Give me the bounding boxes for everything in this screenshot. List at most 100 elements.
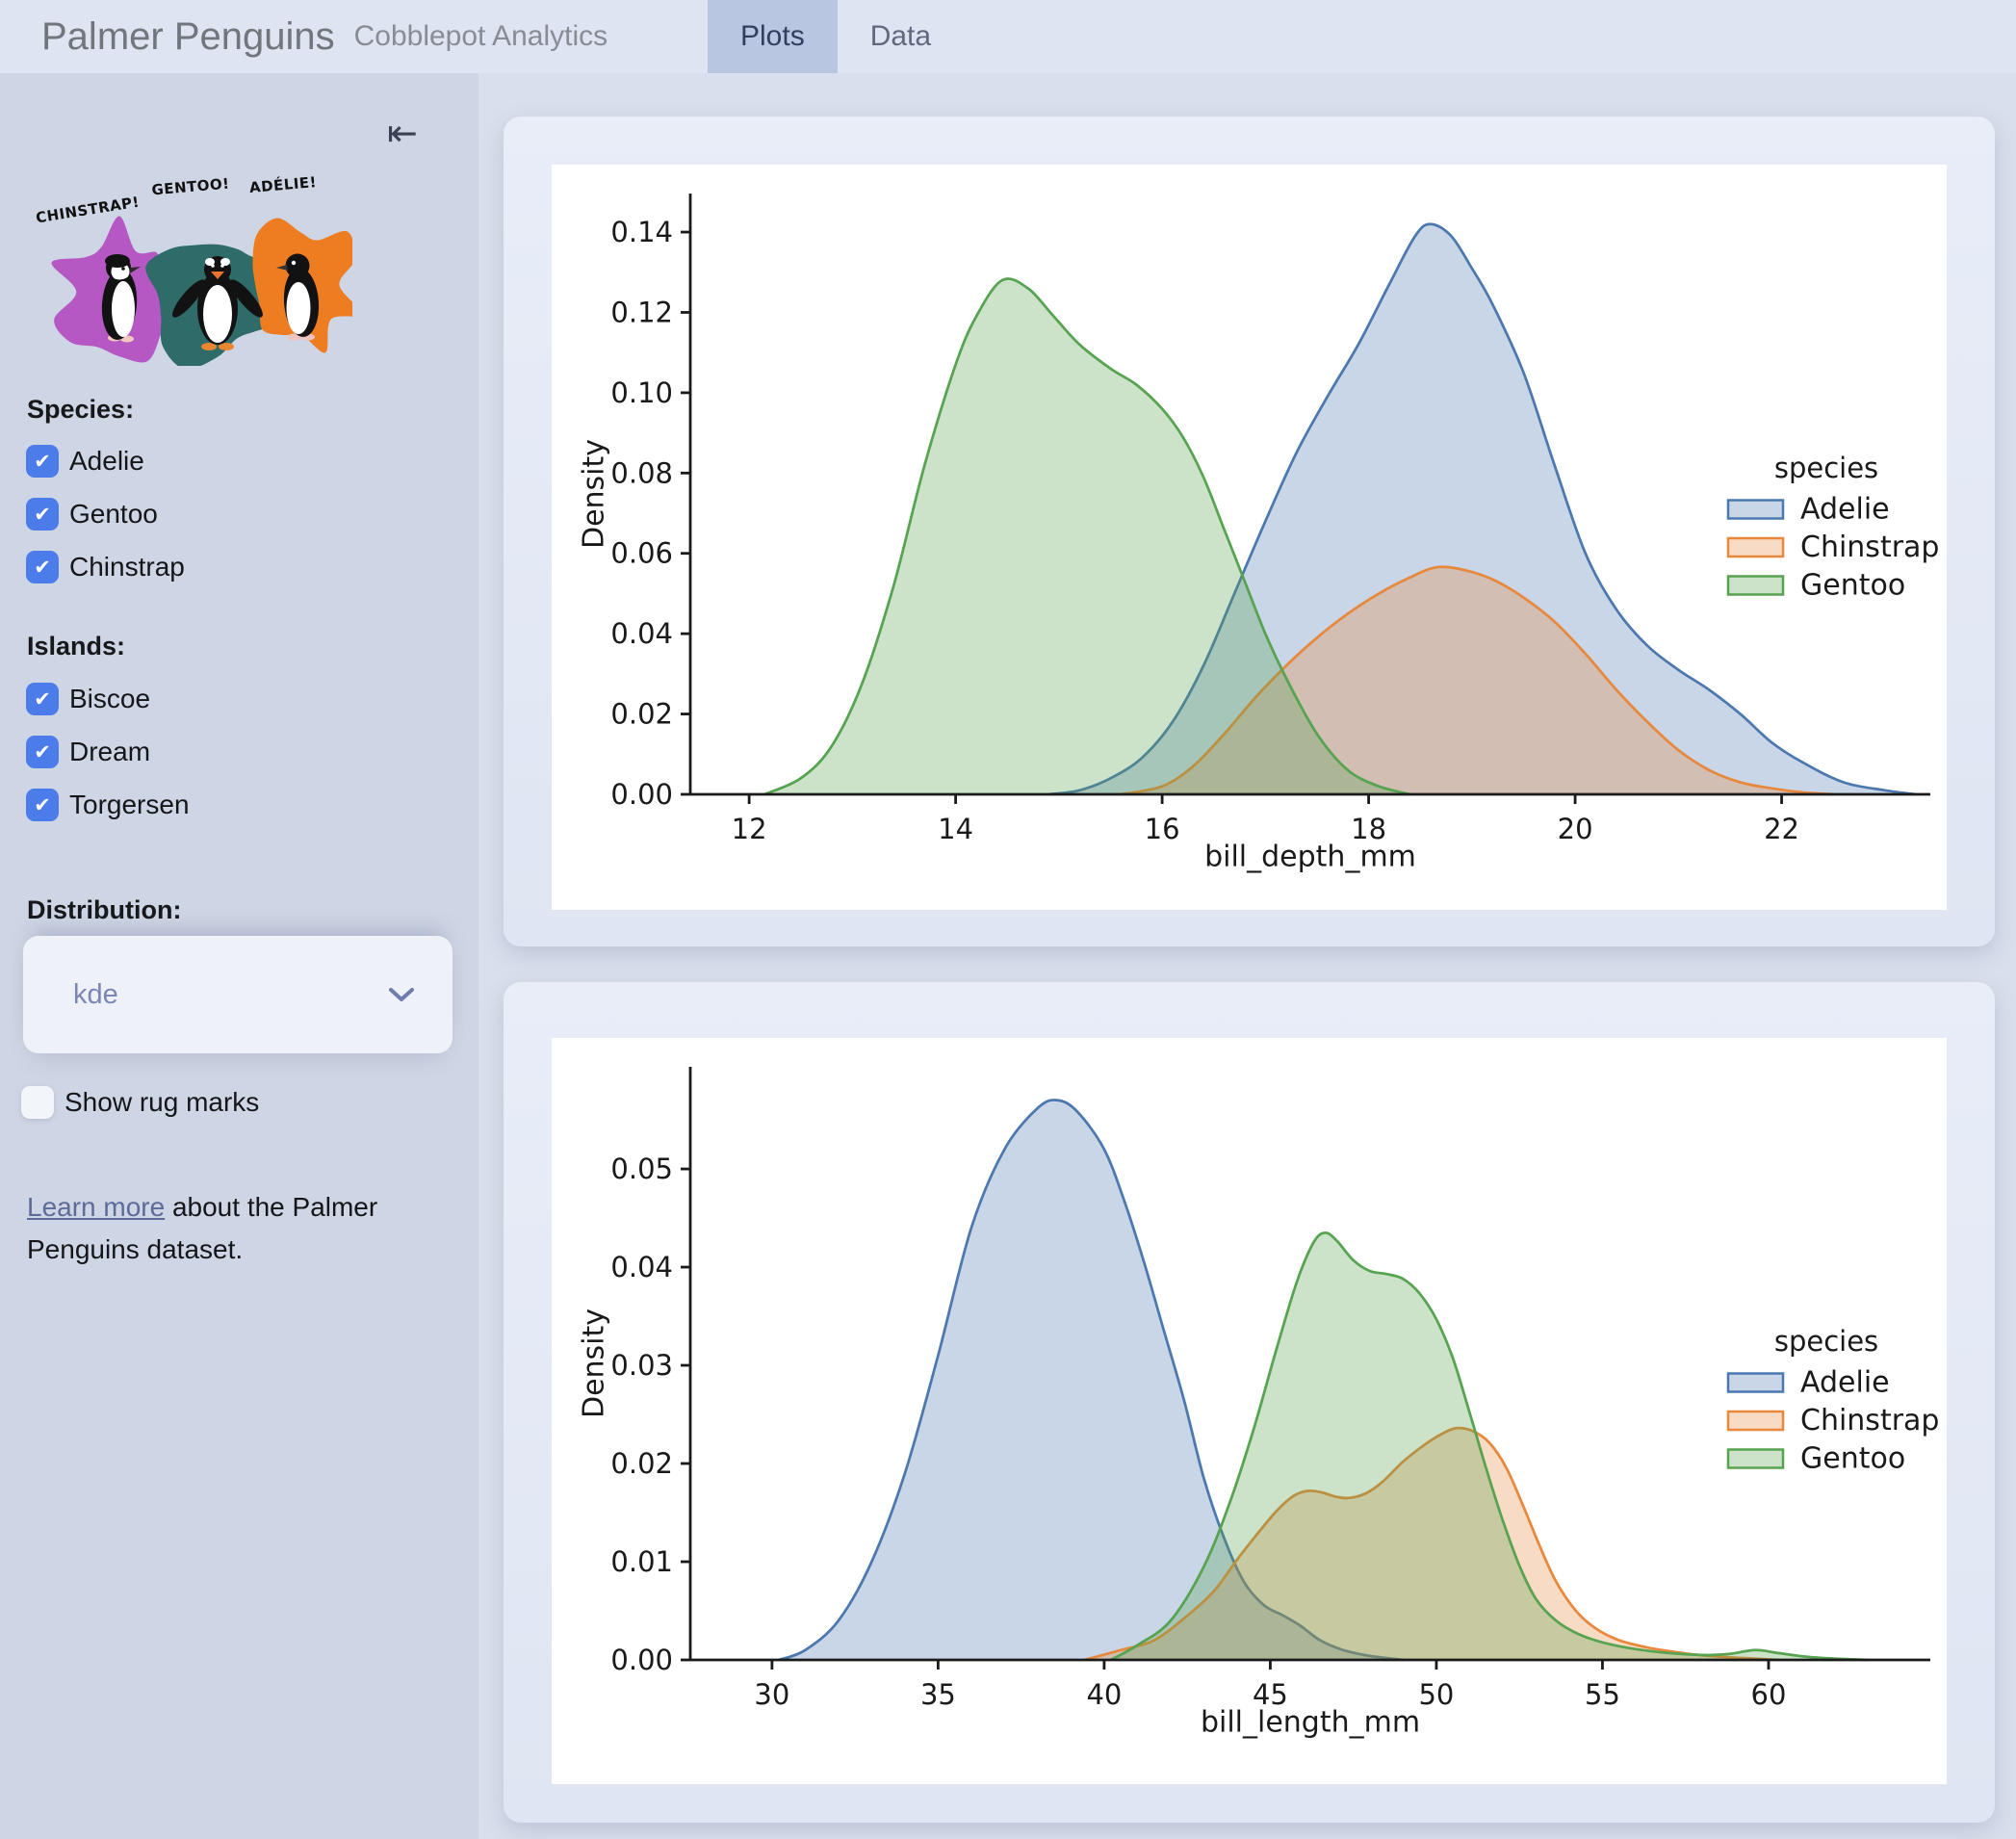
kde-area-adelie bbox=[778, 1100, 1404, 1660]
checkbox-label: Show rug marks bbox=[65, 1087, 260, 1117]
checkbox-island-biscoe[interactable]: ✔ Biscoe bbox=[26, 683, 190, 715]
kde-line-adelie bbox=[778, 1099, 1404, 1662]
legend-swatch-gentoo bbox=[1726, 1448, 1785, 1469]
species-filter: ✔ Adelie ✔ Gentoo ✔ Chinstrap bbox=[26, 445, 185, 604]
kde-area-gentoo bbox=[1110, 1232, 1869, 1660]
nav-tabs: Plots Data bbox=[708, 0, 964, 73]
x-tick-label: 60 bbox=[1751, 1678, 1787, 1711]
legend-label-gentoo: Gentoo bbox=[1800, 569, 1905, 603]
dataset-note-text: about the Palmer Penguins dataset. bbox=[27, 1192, 378, 1264]
checkbox-label: Adelie bbox=[69, 446, 144, 476]
y-axis-label: Density bbox=[578, 1308, 611, 1418]
y-tick-label: 0.04 bbox=[610, 617, 673, 650]
tab-data[interactable]: Data bbox=[869, 20, 932, 52]
kde-area-gentoo bbox=[764, 278, 1410, 794]
penguins-artwork-image: CHINSTRAP! GENTOO! ADÉLIE! bbox=[35, 162, 362, 370]
legend-label-adelie: Adelie bbox=[1800, 493, 1890, 527]
checkbox-species-gentoo[interactable]: ✔ Gentoo bbox=[26, 498, 185, 531]
y-tick-label: 0.02 bbox=[610, 698, 673, 731]
kde-area-chinstrap bbox=[1121, 566, 1834, 794]
artwork-species-label: GENTOO! bbox=[151, 174, 230, 198]
checkbox-unchecked-icon[interactable]: ✔ bbox=[21, 1086, 54, 1119]
figure-svg: 30 35 40 45 50 55 60 0.00 0.01 0.02 0.03 0.04 0.05 bi… bbox=[578, 1067, 1939, 1740]
checkbox-checked-icon[interactable]: ✔ bbox=[26, 683, 59, 715]
learn-more-link[interactable]: Learn more bbox=[27, 1192, 166, 1222]
checkbox-species-adelie[interactable]: ✔ Adelie bbox=[26, 445, 185, 478]
x-axis-label: bill_depth_mm bbox=[1204, 841, 1416, 874]
title-group: Palmer Penguins Cobblepot Analytics bbox=[41, 0, 607, 73]
legend-swatch-adelie bbox=[1726, 499, 1785, 520]
kde-line-adelie bbox=[1047, 222, 1917, 796]
x-tick-label: 14 bbox=[938, 813, 973, 845]
checkbox-checked-icon[interactable]: ✔ bbox=[26, 445, 59, 478]
plot-card-bill-length: 30 35 40 45 50 55 60 0.00 0.01 0.02 0.03 0.04 0.05 bi… bbox=[504, 982, 1995, 1823]
checkbox-label: Dream bbox=[69, 737, 151, 766]
checkbox-island-torgersen[interactable]: ✔ Torgersen bbox=[26, 789, 190, 821]
y-tick-label: 0.06 bbox=[610, 537, 673, 570]
sidebar-collapse-icon[interactable]: ⇤ bbox=[387, 114, 418, 154]
kde-plot-bill-depth: 12 14 16 18 20 22 0.00 0.02 0.04 0.06 0.08 0.10 0.12… bbox=[552, 165, 1947, 910]
x-tick-label: 55 bbox=[1585, 1678, 1620, 1711]
y-axis-label: Density bbox=[578, 439, 611, 549]
y-tick-label: 0.05 bbox=[610, 1153, 673, 1185]
kde-line-gentoo bbox=[763, 277, 1410, 796]
y-tick-label: 0.08 bbox=[610, 456, 673, 489]
artwork-species-label: ADÉLIE! bbox=[248, 172, 317, 196]
checkbox-island-dream[interactable]: ✔ Dream bbox=[26, 736, 190, 768]
checkbox-label: Biscoe bbox=[69, 684, 151, 713]
checkbox-label: Gentoo bbox=[69, 499, 158, 529]
plot-card-bill-depth: 12 14 16 18 20 22 0.00 0.02 0.04 0.06 0.08 0.10 0.12… bbox=[504, 117, 1995, 946]
distribution-select-value: kde bbox=[73, 978, 118, 1010]
x-tick-label: 30 bbox=[754, 1678, 789, 1711]
distribution-select[interactable]: kde bbox=[23, 936, 452, 1053]
checkbox-show-rug-marks[interactable]: ✔ Show rug marks bbox=[21, 1086, 259, 1119]
kde-line-gentoo bbox=[1110, 1231, 1869, 1662]
x-tick-label: 20 bbox=[1558, 813, 1593, 845]
x-tick-label: 18 bbox=[1351, 813, 1386, 845]
legend-label-chinstrap: Chinstrap bbox=[1800, 1404, 1939, 1438]
y-tick-label: 0.01 bbox=[610, 1545, 673, 1578]
artwork-species-label: CHINSTRAP! bbox=[35, 194, 141, 227]
x-tick-label: 50 bbox=[1418, 1678, 1454, 1711]
y-tick-label: 0.14 bbox=[610, 216, 673, 248]
distribution-label: Distribution: bbox=[27, 895, 182, 924]
legend-swatch-chinstrap bbox=[1726, 536, 1785, 558]
x-tick-label: 35 bbox=[920, 1678, 956, 1711]
checkbox-label: Torgersen bbox=[69, 790, 190, 819]
y-tick-label: 0.10 bbox=[610, 376, 673, 409]
tab-plots[interactable]: Plots bbox=[708, 0, 838, 73]
checkbox-checked-icon[interactable]: ✔ bbox=[26, 736, 59, 768]
y-tick-label: 0.00 bbox=[610, 778, 673, 811]
x-axis-label: bill_length_mm bbox=[1201, 1706, 1420, 1740]
legend-title: species bbox=[1774, 1325, 1878, 1358]
sidebar: ⇤ CHINSTRAP! GENTOO! ADÉLIE! Species: ✔ Ade… bbox=[0, 73, 478, 1839]
penguins-artwork-svg: CHINSTRAP! GENTOO! ADÉLIE! bbox=[35, 172, 362, 370]
legend-label-gentoo: Gentoo bbox=[1800, 1442, 1905, 1476]
legend-swatch-chinstrap bbox=[1726, 1410, 1785, 1432]
gentoo-penguin bbox=[172, 256, 263, 350]
x-tick-label: 16 bbox=[1145, 813, 1180, 845]
checkbox-checked-icon[interactable]: ✔ bbox=[26, 498, 59, 531]
kde-area-chinstrap bbox=[1084, 1428, 1779, 1660]
x-tick-label: 22 bbox=[1764, 813, 1799, 845]
checkbox-checked-icon[interactable]: ✔ bbox=[26, 551, 59, 583]
dataset-note: Learn more about the Palmer Penguins dat… bbox=[27, 1186, 451, 1271]
y-tick-label: 0.03 bbox=[610, 1349, 673, 1382]
legend-swatch-adelie bbox=[1726, 1372, 1785, 1393]
kde-line-chinstrap bbox=[1083, 1426, 1779, 1662]
kde-area-adelie bbox=[1048, 223, 1916, 794]
legend-label-adelie: Adelie bbox=[1800, 1366, 1890, 1400]
app-header: Palmer Penguins Cobblepot Analytics Plot… bbox=[0, 0, 2016, 73]
species-filter-label: Species: bbox=[27, 395, 135, 424]
chinstrap-penguin bbox=[101, 254, 141, 343]
x-tick-label: 40 bbox=[1086, 1678, 1122, 1711]
checkbox-species-chinstrap[interactable]: ✔ Chinstrap bbox=[26, 551, 185, 583]
rug-marks-control: ✔ Show rug marks bbox=[21, 1086, 259, 1139]
checkbox-checked-icon[interactable]: ✔ bbox=[26, 789, 59, 821]
y-tick-label: 0.04 bbox=[610, 1251, 673, 1283]
legend-swatch-gentoo bbox=[1726, 575, 1785, 596]
y-tick-label: 0.12 bbox=[610, 296, 673, 328]
figure-svg: 12 14 16 18 20 22 0.00 0.02 0.04 0.06 0.08 0.10 0.12… bbox=[578, 194, 1939, 874]
checkbox-label: Chinstrap bbox=[69, 552, 185, 582]
